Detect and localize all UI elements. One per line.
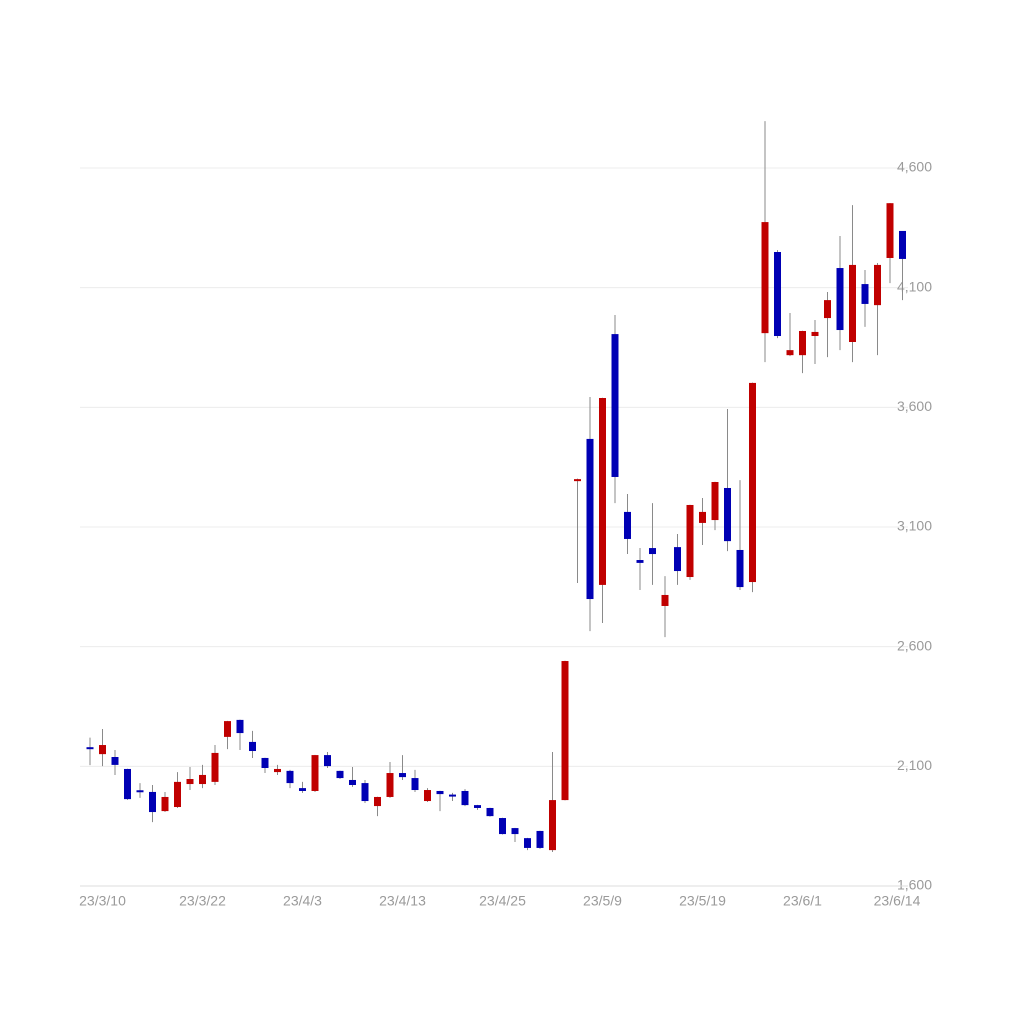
candle-body (474, 805, 481, 808)
candle-body (186, 779, 194, 785)
candle-body (136, 790, 144, 793)
y-tick-label: 3,100 (897, 518, 932, 534)
candle-body (711, 482, 719, 521)
candle-body (336, 770, 344, 779)
candle-body (486, 807, 494, 817)
candle-body (761, 222, 769, 334)
candle-body (436, 790, 444, 795)
candle-body (249, 741, 256, 752)
candle-body (236, 719, 244, 734)
candle-body (799, 330, 806, 356)
candle-body (624, 511, 631, 539)
candle-body (361, 783, 369, 802)
candle-body (349, 779, 356, 786)
candle-body (849, 264, 856, 342)
candle-body (86, 747, 94, 750)
candle-body (161, 796, 169, 812)
candle-body (861, 284, 869, 304)
candle-body (424, 790, 431, 802)
candle-body (549, 800, 556, 851)
candle-body (674, 547, 681, 572)
candle-body (724, 487, 731, 542)
candle-body (99, 745, 106, 755)
x-tick-label: 23/5/9 (583, 893, 622, 909)
x-tick-label: 23/4/3 (283, 893, 322, 909)
candle-body (149, 791, 156, 813)
candle-body (661, 594, 669, 606)
candle-body (261, 757, 269, 769)
candle-body (786, 350, 794, 356)
candle-body (399, 773, 406, 778)
candle-body (611, 334, 619, 477)
candle-body (886, 203, 894, 258)
candle-body (836, 268, 844, 331)
candle-body (411, 778, 419, 791)
y-tick-label: 2,600 (897, 637, 932, 653)
x-tick-label: 23/4/25 (479, 893, 526, 909)
y-tick-label: 4,600 (897, 159, 932, 175)
candle-body (286, 770, 294, 784)
candle-body (774, 252, 781, 337)
candle-body (749, 382, 756, 583)
candle-body (561, 661, 569, 801)
candle-body (636, 560, 644, 563)
candle-body (124, 768, 131, 800)
candle-body (586, 438, 594, 600)
x-tick-label: 23/3/22 (179, 893, 226, 909)
candle-body (224, 721, 231, 737)
candle-body (686, 504, 694, 578)
candle-body (811, 331, 819, 337)
candle-body (324, 755, 331, 767)
candle-body (211, 752, 219, 782)
candle-body (574, 479, 581, 482)
x-tick-label: 23/3/10 (79, 893, 126, 909)
y-tick-label: 4,100 (897, 278, 932, 294)
x-tick-label: 23/6/1 (783, 893, 822, 909)
candle-body (824, 300, 831, 319)
candle-body (699, 511, 706, 523)
y-tick-label: 3,600 (897, 398, 932, 414)
candle-body (874, 264, 881, 306)
x-tick-label: 23/5/19 (679, 893, 726, 909)
candle-body (274, 768, 281, 773)
candle-body (311, 755, 319, 791)
candle-body (449, 794, 456, 797)
candle-body (111, 756, 119, 765)
candle-body (461, 790, 469, 806)
candle-body (899, 230, 906, 259)
candle-body (536, 830, 544, 848)
candle-body (374, 796, 381, 807)
x-tick-label: 23/4/13 (379, 893, 426, 909)
candle-body (649, 548, 656, 555)
candle-body (524, 838, 531, 848)
candle-body (199, 774, 206, 785)
y-tick-label: 1,600 (897, 877, 932, 893)
candle-body (386, 773, 394, 797)
x-tick-label: 23/6/14 (874, 893, 921, 909)
candle-body (736, 549, 744, 588)
candle-body (499, 818, 506, 835)
candle-body (174, 781, 181, 808)
y-tick-label: 2,100 (897, 757, 932, 773)
candle-body (299, 788, 306, 791)
candle-body (511, 828, 519, 835)
candle-body (599, 397, 606, 585)
